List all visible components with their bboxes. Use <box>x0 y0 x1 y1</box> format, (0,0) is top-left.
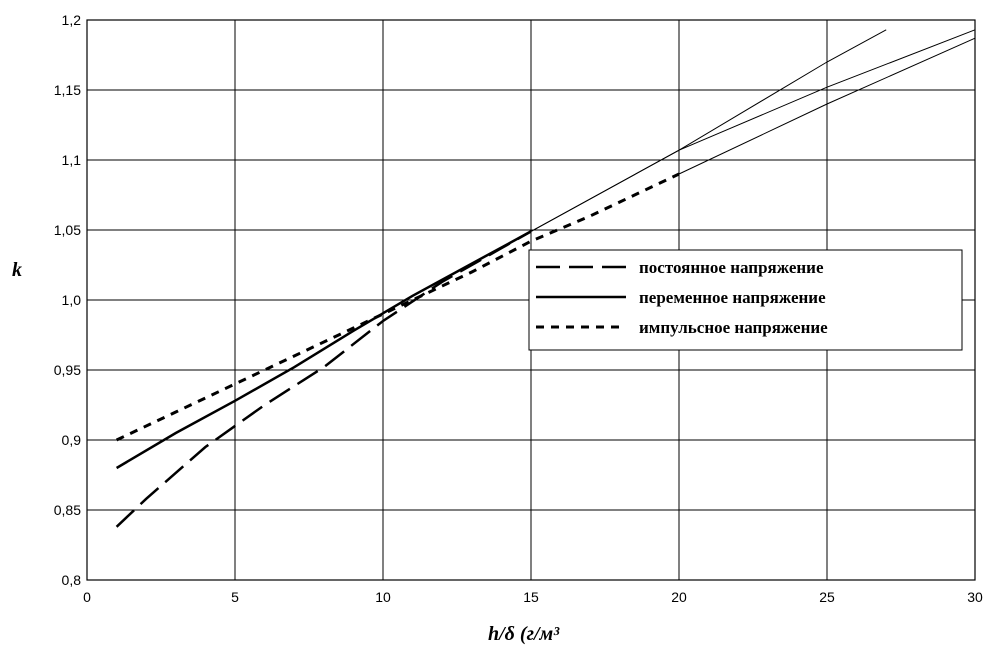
legend: постоянное напряжение переменное напряже… <box>528 249 963 351</box>
x-tick-label: 25 <box>819 589 835 605</box>
legend-label-1: переменное напряжение <box>639 288 826 307</box>
extrapolation-line-0 <box>530 29 887 232</box>
y-tick-label: 1,2 <box>62 12 82 28</box>
x-tick-label: 15 <box>523 589 539 605</box>
y-tick-label: 1,0 <box>62 292 82 308</box>
x-tick-label: 0 <box>83 589 91 605</box>
y-axis-label: k <box>12 259 22 281</box>
x-axis-label: h/δ (г/м³ <box>488 623 560 645</box>
tick-labels: 0 5 10 15 20 25 30 0,8 0,85 0,9 0,95 1,0 1,05 1,1 1,15… <box>54 12 983 605</box>
x-tick-label: 5 <box>231 589 239 605</box>
series-line-1 <box>115 230 532 470</box>
extrapolation-lines <box>530 29 976 232</box>
series-lines <box>115 172 680 528</box>
y-tick-label: 1,15 <box>54 82 81 98</box>
y-tick-label: 1,05 <box>54 222 81 238</box>
y-tick-label: 1,1 <box>62 152 82 168</box>
x-tick-label: 30 <box>967 589 983 605</box>
legend-label-2: импульсное напряжение <box>639 318 828 337</box>
y-tick-label: 0,85 <box>54 502 81 518</box>
series-line-0 <box>115 230 532 528</box>
legend-box <box>528 249 963 351</box>
extrapolation-line-2 <box>678 37 976 175</box>
x-tick-label: 10 <box>375 589 391 605</box>
extrapolation-line-1 <box>530 29 976 232</box>
legend-label-0: постоянное напряжение <box>639 258 824 277</box>
y-tick-label: 0,8 <box>62 572 82 588</box>
x-tick-label: 20 <box>671 589 687 605</box>
y-tick-label: 0,9 <box>62 432 82 448</box>
plot-frame <box>86 19 976 581</box>
y-tick-label: 0,95 <box>54 362 81 378</box>
